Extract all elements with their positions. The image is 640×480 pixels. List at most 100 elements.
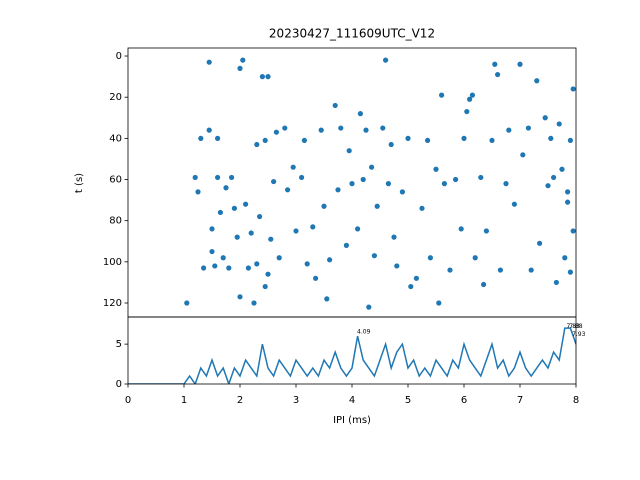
point xyxy=(548,135,554,141)
point xyxy=(271,178,277,185)
point xyxy=(268,236,274,242)
point xyxy=(495,71,501,78)
point xyxy=(537,240,543,246)
point xyxy=(562,255,568,261)
point xyxy=(506,127,512,133)
point xyxy=(243,201,249,207)
point xyxy=(570,86,576,92)
point xyxy=(439,92,445,98)
x-tick-label: 2 xyxy=(237,395,243,406)
point xyxy=(198,135,204,141)
x-tick-label: 6 xyxy=(461,395,467,406)
point xyxy=(425,137,431,144)
y-tick-label: 5 xyxy=(116,339,122,350)
point xyxy=(503,181,509,187)
point xyxy=(310,224,316,230)
x-tick-label: 0 xyxy=(125,395,131,406)
point xyxy=(391,234,397,240)
point xyxy=(534,78,540,84)
point xyxy=(469,92,475,98)
point xyxy=(206,127,212,133)
point xyxy=(229,174,235,181)
point xyxy=(492,61,498,67)
point xyxy=(472,255,478,261)
point xyxy=(313,275,319,281)
point xyxy=(551,174,557,181)
point xyxy=(467,96,473,102)
y-tick-label: 60 xyxy=(109,175,122,186)
point xyxy=(237,65,243,71)
line xyxy=(128,327,576,384)
y-axis-label: t (s) xyxy=(74,173,85,193)
point xyxy=(441,181,447,187)
point xyxy=(251,300,257,306)
point xyxy=(559,166,565,172)
point xyxy=(195,189,201,195)
point xyxy=(285,187,291,193)
annotation: 7.83 xyxy=(566,323,580,330)
point xyxy=(380,125,386,131)
y-tick-label: 40 xyxy=(109,133,122,144)
y-tick-label: 120 xyxy=(103,298,122,309)
point xyxy=(489,137,495,144)
point xyxy=(265,271,271,277)
point xyxy=(545,183,551,189)
point xyxy=(335,187,341,193)
point xyxy=(273,129,279,135)
point xyxy=(248,230,254,236)
point xyxy=(565,199,571,205)
point xyxy=(254,141,260,148)
point xyxy=(226,265,232,271)
point xyxy=(478,174,484,181)
y-tick-label: 20 xyxy=(109,92,122,103)
point xyxy=(201,265,207,271)
x-axis-label: IPI (ms) xyxy=(333,415,371,426)
point xyxy=(290,164,296,170)
point xyxy=(304,261,310,267)
point xyxy=(458,226,464,232)
point xyxy=(374,203,380,209)
x-tick-label: 1 xyxy=(181,395,187,406)
point xyxy=(338,125,344,131)
point xyxy=(394,263,400,269)
point xyxy=(192,174,198,181)
point xyxy=(209,248,215,255)
point xyxy=(257,213,263,220)
x-tick-label: 7 xyxy=(517,395,523,406)
point xyxy=(464,108,470,115)
chart-title: 20230427_111609UTC_V12 xyxy=(269,27,435,41)
point xyxy=(366,304,372,310)
x-tick-label: 5 xyxy=(405,395,411,406)
point xyxy=(231,205,237,211)
point xyxy=(346,148,352,154)
point xyxy=(299,174,305,181)
point xyxy=(324,296,330,302)
point xyxy=(212,263,218,269)
point xyxy=(433,166,439,172)
point xyxy=(556,121,562,127)
point xyxy=(520,152,526,158)
point xyxy=(355,226,361,232)
point xyxy=(436,300,442,306)
point xyxy=(321,203,327,209)
annotation: 4.09 xyxy=(357,329,371,336)
point xyxy=(262,283,268,290)
point xyxy=(254,261,260,267)
annotation: 7.93 xyxy=(572,331,586,338)
point xyxy=(234,234,240,240)
point xyxy=(542,115,548,121)
y-tick-label: 100 xyxy=(103,257,122,268)
point xyxy=(408,283,414,290)
point xyxy=(240,57,246,63)
point xyxy=(388,141,394,148)
point xyxy=(318,127,324,133)
point xyxy=(265,74,271,80)
point xyxy=(220,255,226,261)
point xyxy=(262,137,268,144)
point xyxy=(369,164,375,170)
point xyxy=(327,257,333,263)
point xyxy=(511,201,517,207)
point xyxy=(349,181,355,187)
point xyxy=(371,253,377,259)
